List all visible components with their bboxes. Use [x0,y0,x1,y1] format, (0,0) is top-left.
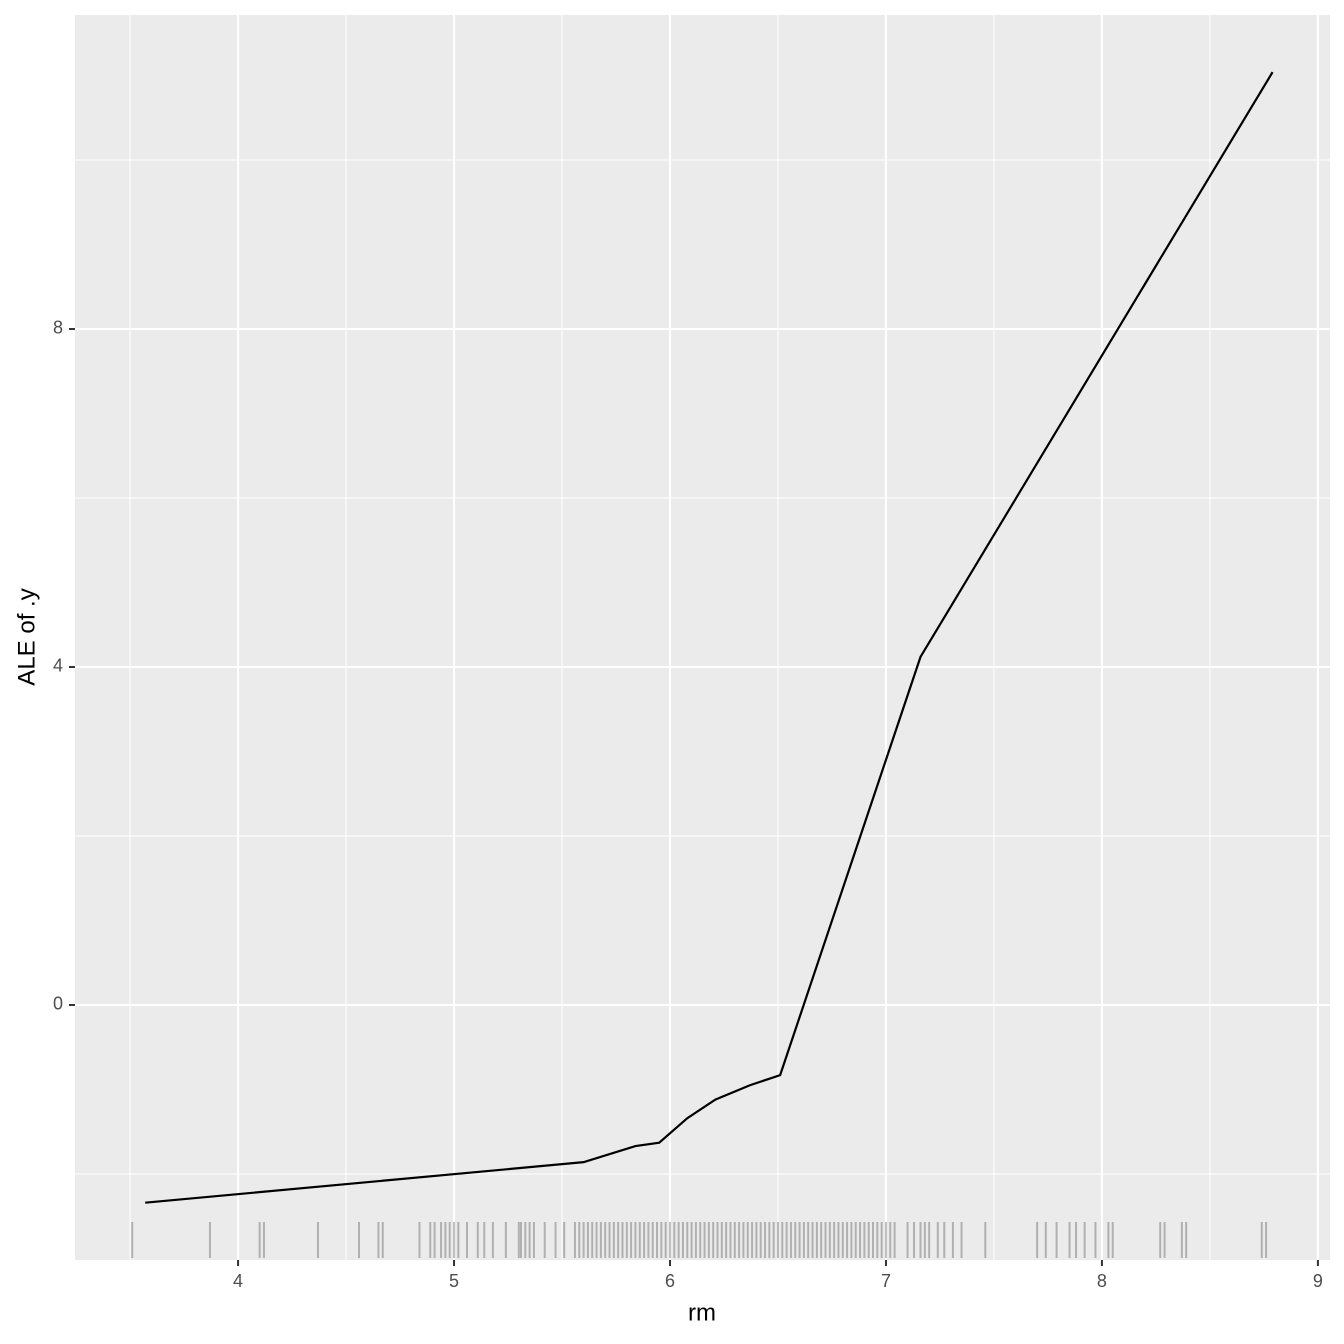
lines [145,71,1274,1204]
x-tick-label: 8 [1097,1271,1107,1291]
axes: 4 5 6 7 8 9 0 4 8 [53,318,1323,1291]
rug [131,1222,1268,1258]
x-tick-label: 9 [1313,1271,1323,1291]
x-axis-title: rm [688,1299,716,1326]
ale-line [145,71,1274,1204]
grid [75,15,1330,1260]
y-tick-label: 4 [53,656,63,676]
y-tick-label: 8 [53,318,63,338]
y-axis-title: ALE of .y [13,588,40,685]
y-tick-label: 0 [53,994,63,1014]
panel-background [75,15,1330,1260]
x-tick-label: 5 [449,1271,459,1291]
x-tick-label: 7 [881,1271,891,1291]
x-tick-label: 4 [233,1271,243,1291]
x-tick-label: 6 [665,1271,675,1291]
